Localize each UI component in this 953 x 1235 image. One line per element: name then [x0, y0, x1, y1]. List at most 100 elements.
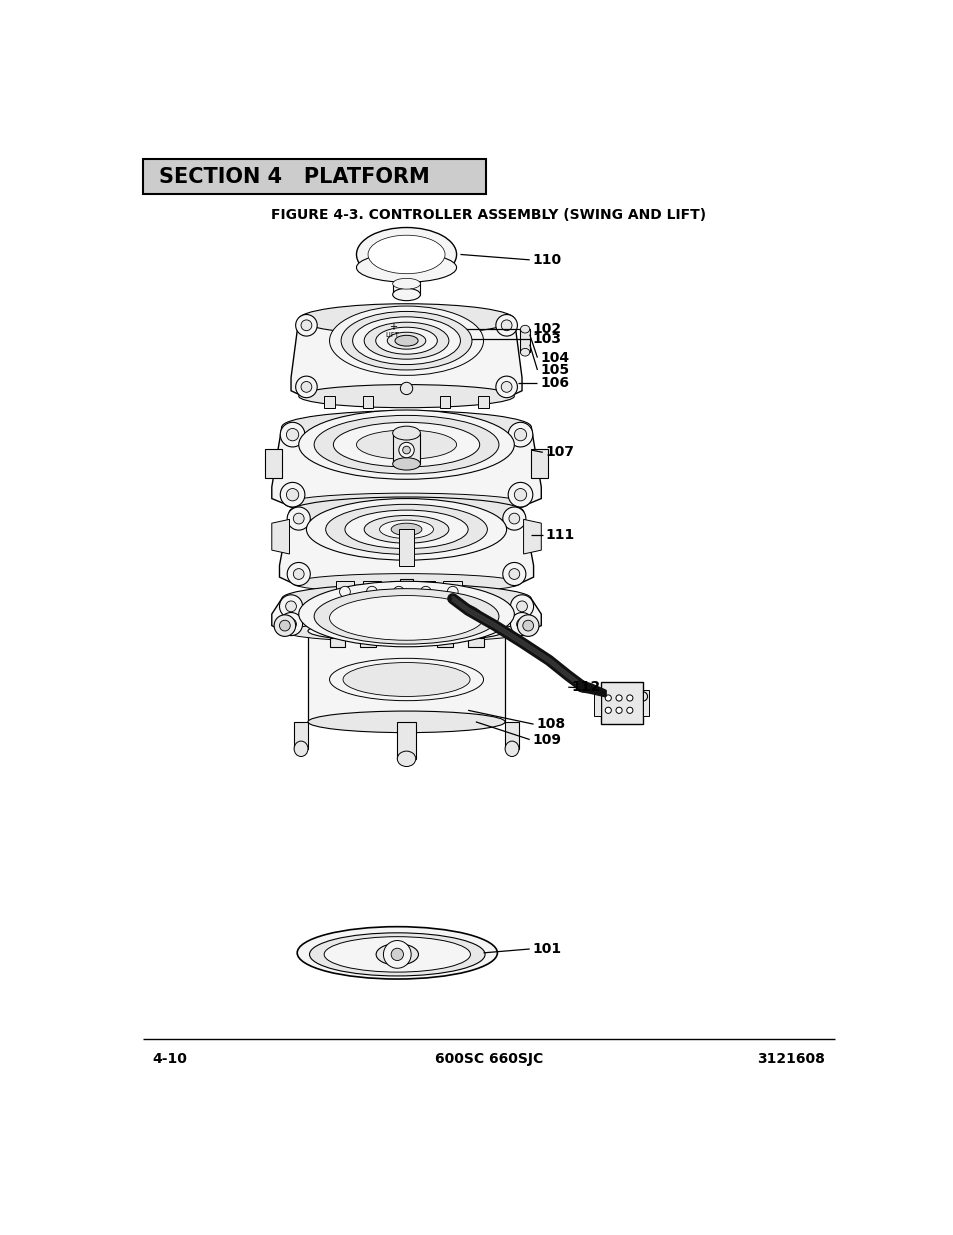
Polygon shape [279, 511, 533, 583]
Ellipse shape [329, 595, 483, 640]
Bar [396, 721, 416, 758]
Polygon shape [272, 520, 289, 555]
Ellipse shape [298, 582, 514, 647]
Text: 104: 104 [540, 351, 569, 364]
Circle shape [301, 320, 312, 331]
Text: 111: 111 [545, 527, 575, 542]
Circle shape [500, 320, 512, 331]
Bar [335, 580, 354, 603]
Text: LIFT: LIFT [385, 331, 399, 337]
Circle shape [393, 587, 404, 597]
Bar [332, 503, 342, 516]
Ellipse shape [308, 620, 504, 642]
Ellipse shape [393, 278, 420, 289]
Ellipse shape [298, 304, 514, 335]
Bar [360, 638, 375, 647]
Circle shape [500, 382, 512, 393]
Circle shape [508, 568, 519, 579]
Circle shape [286, 429, 298, 441]
Ellipse shape [281, 411, 531, 443]
Circle shape [293, 514, 304, 524]
Bar [308, 631, 504, 721]
Ellipse shape [379, 520, 433, 538]
Circle shape [402, 446, 410, 454]
Bar [143, 159, 485, 194]
Bar [470, 503, 480, 516]
Text: 101: 101 [533, 942, 561, 956]
Ellipse shape [356, 227, 456, 282]
Circle shape [447, 587, 457, 597]
Ellipse shape [297, 926, 497, 979]
Ellipse shape [293, 573, 520, 593]
Ellipse shape [306, 499, 506, 561]
Bar [400, 579, 413, 618]
Circle shape [626, 708, 632, 714]
Ellipse shape [325, 504, 487, 555]
Circle shape [391, 948, 403, 961]
Ellipse shape [391, 524, 421, 536]
Circle shape [508, 514, 519, 524]
Text: 106: 106 [540, 375, 569, 390]
Circle shape [383, 941, 411, 968]
Ellipse shape [294, 741, 308, 757]
Text: SECTION 4   PLATFORM: SECTION 4 PLATFORM [158, 167, 429, 186]
Bar [398, 529, 414, 566]
Bar [600, 682, 642, 724]
Bar [364, 603, 372, 641]
Polygon shape [523, 520, 540, 555]
Text: 102: 102 [533, 322, 561, 336]
Bar [477, 396, 488, 409]
Bar [470, 511, 480, 534]
Ellipse shape [285, 493, 528, 515]
Ellipse shape [333, 422, 479, 467]
Bar [362, 396, 373, 409]
Circle shape [508, 422, 533, 447]
Ellipse shape [356, 253, 456, 282]
Bar [333, 603, 341, 641]
Ellipse shape [314, 589, 498, 645]
Circle shape [285, 601, 296, 611]
Text: 600SC 660SJC: 600SC 660SJC [435, 1052, 542, 1066]
Bar [439, 503, 450, 516]
Circle shape [517, 601, 527, 611]
Ellipse shape [309, 932, 484, 976]
Ellipse shape [393, 426, 420, 440]
Polygon shape [291, 319, 521, 396]
Bar [143, 159, 485, 194]
Circle shape [286, 489, 298, 501]
Circle shape [279, 613, 302, 636]
Ellipse shape [356, 430, 456, 459]
Text: 108: 108 [537, 718, 565, 731]
Circle shape [420, 587, 431, 597]
Ellipse shape [368, 235, 444, 274]
Bar [294, 721, 308, 748]
Ellipse shape [520, 348, 529, 356]
Circle shape [366, 587, 376, 597]
Ellipse shape [520, 325, 529, 333]
Ellipse shape [364, 322, 449, 359]
Ellipse shape [298, 384, 514, 408]
Circle shape [616, 695, 621, 701]
Text: 107: 107 [545, 446, 575, 459]
Bar [642, 689, 648, 716]
Circle shape [510, 613, 533, 636]
Ellipse shape [504, 741, 518, 757]
Bar [594, 689, 600, 716]
Bar [520, 330, 529, 352]
Text: 3121608: 3121608 [757, 1052, 824, 1066]
Polygon shape [272, 427, 540, 504]
Ellipse shape [308, 711, 504, 732]
Text: FIGURE 4-3. CONTROLLER ASSEMBLY (SWING AND LIFT): FIGURE 4-3. CONTROLLER ASSEMBLY (SWING A… [271, 209, 706, 222]
Circle shape [280, 422, 305, 447]
Circle shape [502, 562, 525, 585]
Circle shape [522, 620, 533, 631]
Bar [362, 503, 373, 516]
Circle shape [496, 377, 517, 398]
Ellipse shape [341, 311, 472, 370]
Circle shape [514, 489, 526, 501]
Bar [416, 580, 435, 603]
Bar [472, 603, 479, 641]
Bar [440, 603, 449, 641]
Circle shape [287, 562, 310, 585]
Circle shape [514, 429, 526, 441]
